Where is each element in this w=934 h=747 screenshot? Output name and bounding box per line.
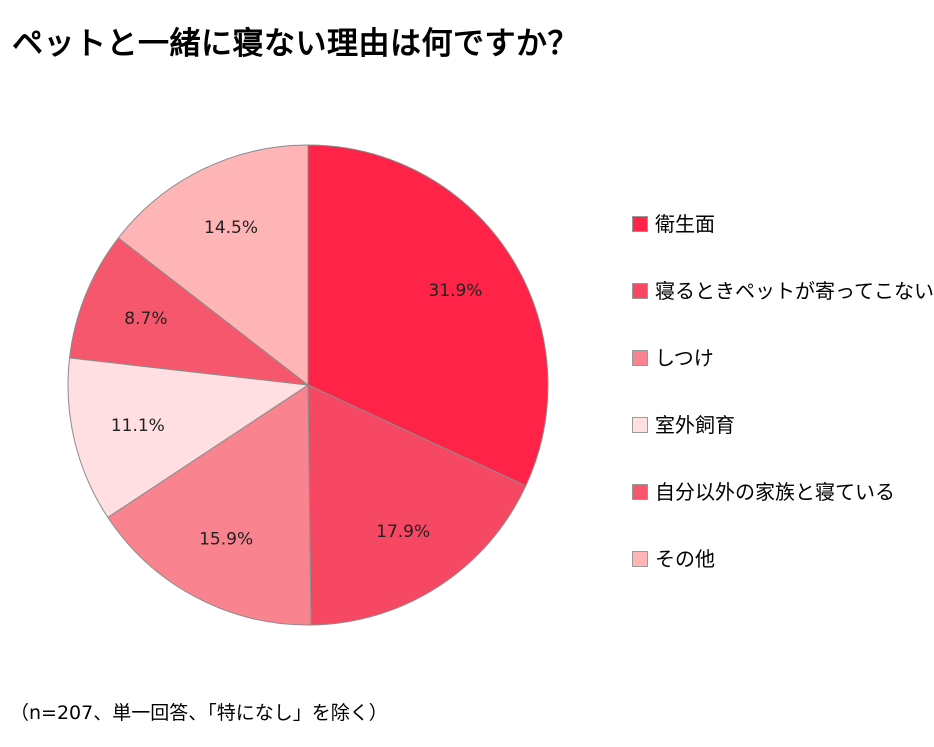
legend-label-4: 室外飼育 [655, 413, 735, 437]
legend-item-4: 室外飼育 [632, 411, 735, 439]
legend-item-2: 寝るときペットが寄ってこない [632, 277, 934, 305]
legend-label-1: 衛生面 [655, 212, 715, 236]
pie-slice-6 [117, 144, 309, 387]
pie-slice-5 [68, 237, 310, 386]
legend-label-3: しつけ [655, 346, 714, 370]
pie-slice-2 [307, 384, 527, 626]
legend-label-6: その他 [655, 547, 715, 571]
pie-slices [67, 144, 549, 626]
legend-label-2: 寝るときペットが寄ってこない [655, 279, 934, 303]
pie-value-label-2: 17.9% [376, 522, 430, 542]
legend-swatch-1 [632, 215, 648, 232]
pie-value-labels: 31.9% 17.9% 15.9% 11.1% 8.7% 14.5% [111, 218, 483, 550]
legend-swatch-2 [632, 282, 648, 299]
pie-value-label-4: 11.1% [111, 416, 165, 436]
pie-value-label-5: 8.7% [124, 309, 167, 329]
legend-swatch-3 [632, 349, 648, 366]
pie-slice-4 [67, 357, 310, 519]
legend-item-3: しつけ [632, 344, 714, 372]
legend-item-5: 自分以外の家族と寝ている [632, 478, 895, 506]
legend-label-5: 自分以外の家族と寝ている [655, 480, 895, 504]
footnote: （n=207、単一回答、「特になし」を除く） [10, 702, 388, 724]
pie-value-label-6: 14.5% [204, 218, 258, 238]
legend-item-6: その他 [632, 545, 715, 573]
legend-swatch-4 [632, 416, 648, 433]
pie-value-label-3: 15.9% [199, 530, 253, 550]
pie-slice-1 [307, 144, 549, 487]
pie-value-label-1: 31.9% [428, 281, 482, 301]
pie-slice-3 [107, 384, 312, 626]
legend-swatch-5 [632, 483, 648, 500]
legend-swatch-6 [632, 550, 648, 567]
legend-item-1: 衛生面 [632, 210, 715, 238]
chart-title: ペットと一緒に寝ない理由は何ですか？ [12, 26, 579, 62]
